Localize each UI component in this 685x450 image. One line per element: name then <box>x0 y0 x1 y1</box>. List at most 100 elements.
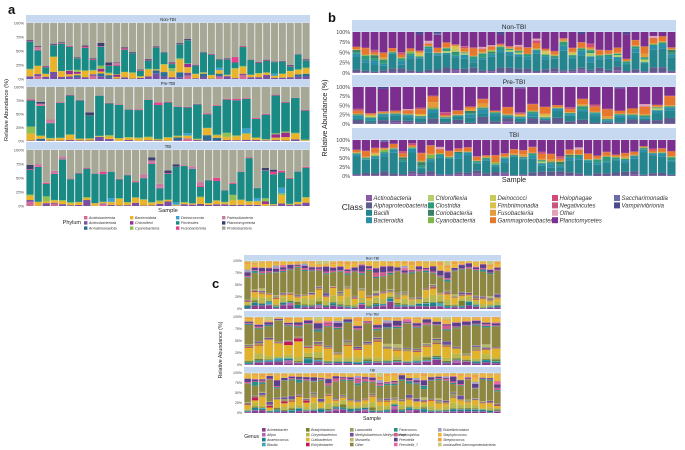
bar-segment-paracoccus <box>471 324 481 326</box>
bar-segment-anaerococcus <box>354 409 362 411</box>
bar-segment-afipia <box>358 304 365 305</box>
bar-segment-afipia <box>280 304 287 306</box>
bar-segment-paracoccus <box>382 327 392 329</box>
bar-segment-lawsonella <box>363 343 372 345</box>
bar-segment-planctomycetes <box>415 34 424 51</box>
bar-segment-actinobacteriota <box>26 200 34 202</box>
bar-segment-firmicutes <box>81 47 89 71</box>
bar-segment-fusobacteriia <box>667 49 676 50</box>
bar-segment-prevotella <box>325 379 332 384</box>
bar-segment-planctomycetota <box>85 112 94 116</box>
bar-segment-alphaproteobacteria <box>371 173 380 176</box>
bar-segment-bradyrhizobium <box>333 361 343 362</box>
bar-segment-actinobacteria <box>361 72 370 73</box>
bar-segment-firmicutes <box>255 62 263 74</box>
bar-segment-bradyrhizobium <box>451 305 458 307</box>
bar-segment-bacteroidia <box>550 58 559 59</box>
bar-segment-proteobacteria <box>176 23 184 44</box>
bar-segment-moraxella <box>330 285 337 287</box>
bar-segment-gammaproteobacteria <box>398 153 407 157</box>
bar-segment-staphylococcus <box>273 375 281 381</box>
legend-entry: Armatimonadota <box>88 226 117 230</box>
x-axis-label: Sample <box>363 416 381 422</box>
bar-segment-firmicutes <box>294 54 302 70</box>
y-tick-label: 0% <box>18 76 24 81</box>
bar-segment-paracoccus <box>457 385 464 386</box>
bar-segment-negativicutes <box>589 104 601 107</box>
bar-segment-staphylococcus <box>442 374 450 377</box>
bar-segment-anaerococcus <box>313 360 323 362</box>
bar-segment-actinobacteriota <box>153 140 163 141</box>
bar-segment-proteobacteria <box>207 23 215 54</box>
bar-segment-other <box>317 380 325 399</box>
bar-segment-negativicutes <box>398 151 407 154</box>
bar-segment-actinobacteria <box>408 173 417 176</box>
bar-segment-bradyrhizobium <box>251 406 259 408</box>
bar-segment-bacteroidota <box>251 138 261 141</box>
bar-segment-bacilli <box>477 113 489 117</box>
bar-segment-actinobacteria <box>472 173 482 176</box>
bar-segment-cyanobacteria <box>67 202 75 204</box>
legend-entry: Holophagae <box>560 196 593 202</box>
bar-segment-bradyrhizobium <box>462 360 471 361</box>
bar-segment-unclassified-gammaproteobacteria <box>372 261 380 262</box>
bar-segment-actinobacteriota <box>97 76 105 79</box>
bar-segment-streptococcus <box>332 373 340 375</box>
bar-segment-anaerococcus <box>288 410 295 413</box>
bar-segment-corynebacterium <box>394 301 401 303</box>
bar-segment-gammaproteobacteria <box>532 43 541 49</box>
bar-segment-lawsonella <box>351 297 358 299</box>
bar-segment-planctomycetes <box>389 140 398 144</box>
bar-segment-methylobacterium-methylorubrum <box>422 344 432 345</box>
bar-segment-actinobacteria <box>390 122 402 124</box>
bar-segment-cutibacterium <box>462 355 471 359</box>
bar-segment-bacteroidota <box>73 73 81 76</box>
bar-segment-clostridia <box>398 159 407 162</box>
bar-segment-enhydrobacter <box>380 292 387 294</box>
bar-segment-lawsonella <box>402 348 412 352</box>
bar-segment-planctomycetes <box>622 34 631 59</box>
bar-segment-bradyrhizobium <box>437 301 444 304</box>
bar-segment-prevotella <box>303 377 310 380</box>
bar-segment-other <box>365 270 373 296</box>
bar-segment-gammaproteobacteria <box>352 149 361 153</box>
bar-segment-fusobacteriota <box>131 181 140 183</box>
bar-segment-corynebacterium <box>343 357 353 362</box>
bar-segment-other <box>491 326 501 348</box>
bar-segment-unclassified-gammaproteobacteria <box>462 317 471 318</box>
bar-segment-bacilli <box>352 156 361 175</box>
bar-segment-proteobacteria <box>107 150 115 172</box>
bar-segment-bacteroidota <box>105 73 113 76</box>
bar-segment-paracoccus <box>343 322 353 323</box>
bar-segment-bacteroidia <box>601 120 613 122</box>
bar-segment-fusobacteriia <box>602 155 611 157</box>
bar-segment-firmicutes <box>184 40 192 64</box>
bar-segment-prevotella-7 <box>308 266 315 268</box>
bar-segment-armatimonadota <box>202 135 212 141</box>
bar-segment-planctomycetes <box>426 140 435 146</box>
bar-segment-methylobacterium-methylorubrum <box>452 346 461 348</box>
bar-segment-actinobacteriota <box>34 74 42 77</box>
bar-segment-chloroflexia <box>613 55 622 58</box>
bar-segment-clostridia <box>626 114 638 116</box>
bar-segment-acinetobacter <box>491 363 501 365</box>
bar-segment-planctomycetes <box>611 140 620 155</box>
bar-segment-bacteroidia <box>622 63 631 65</box>
bar-segment-prevotella-7 <box>442 323 451 325</box>
bar-segment-methylobacterium-methylorubrum <box>391 398 398 399</box>
bar-segment-paracoccus <box>264 324 274 327</box>
bar-segment-coriobacteriia <box>528 153 537 154</box>
bar-segment-bacilli <box>361 62 370 71</box>
bar-segment-peptoniphilus <box>244 322 254 324</box>
bar-segment-cutibacterium <box>310 397 317 403</box>
bar-segment-bacteroidota <box>223 75 231 77</box>
bar-segment-anaerococcus <box>464 409 472 412</box>
bar-segment-fusobacteriia <box>445 155 454 157</box>
bar-segment-bacilli <box>537 165 546 172</box>
bar-segment-gammaproteobacteria <box>509 149 519 154</box>
bar-segment-blautia <box>491 361 501 362</box>
bar-segment-peptoniphilus <box>402 322 412 324</box>
bar-segment-staphylococcus <box>401 263 408 266</box>
bar-segment-negativicutes <box>658 148 667 149</box>
bar-segment-other <box>373 330 382 338</box>
